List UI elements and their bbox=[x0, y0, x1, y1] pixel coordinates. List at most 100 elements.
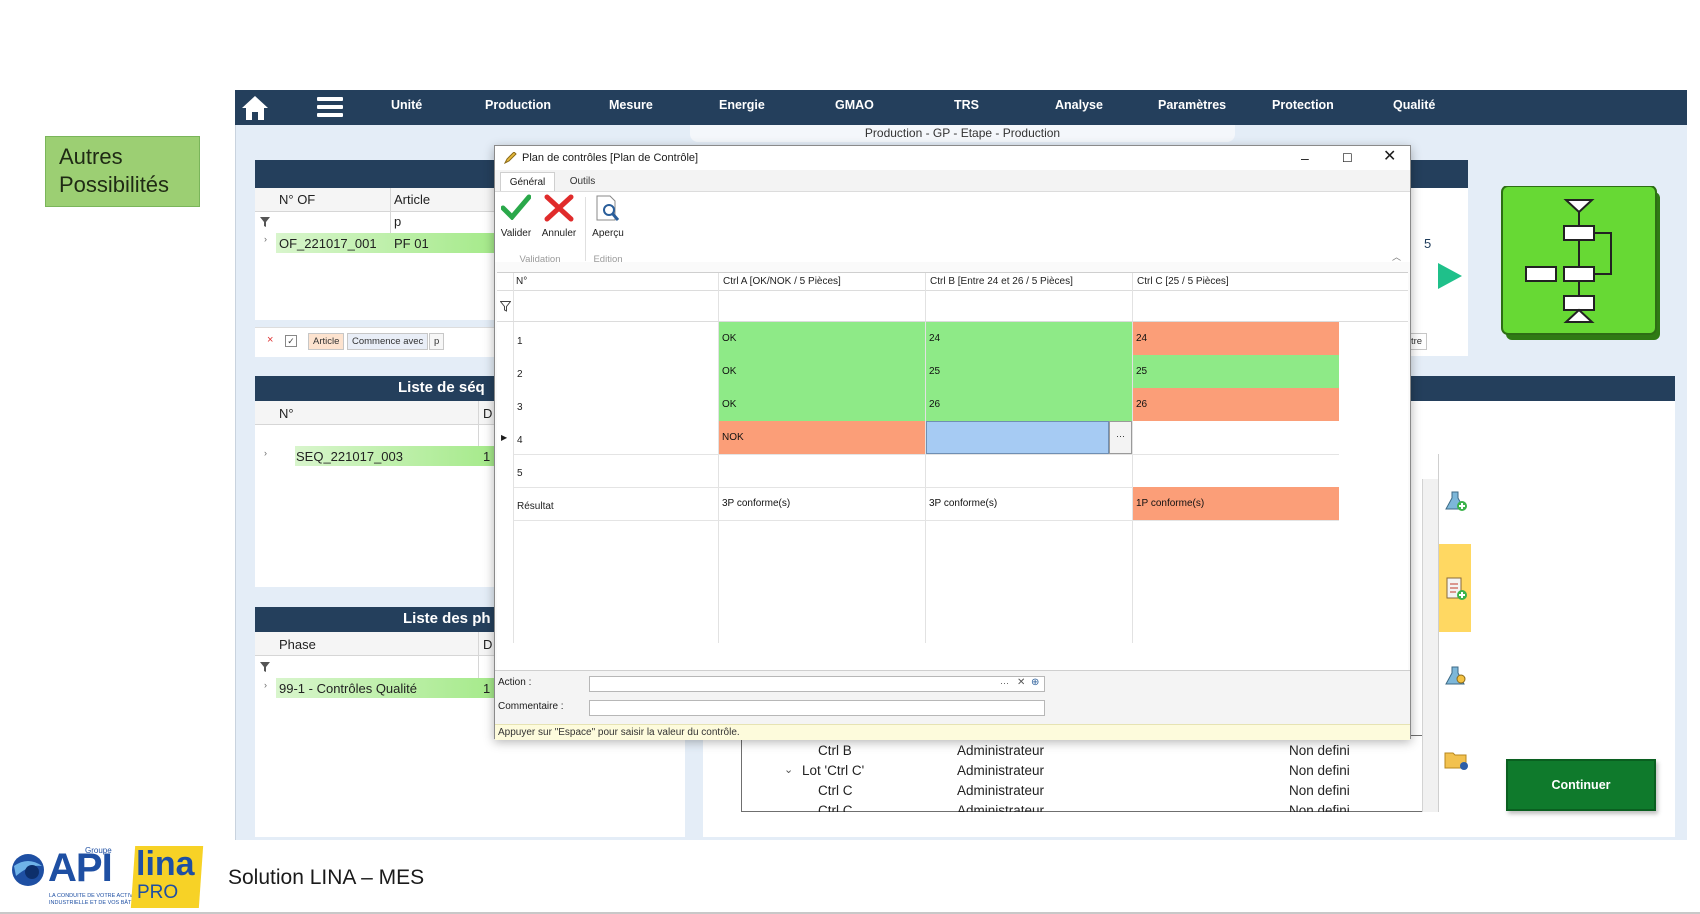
phase-filter-icon[interactable] bbox=[260, 662, 270, 672]
row-number: 3 bbox=[517, 402, 523, 413]
nav-energie[interactable]: Energie bbox=[719, 98, 765, 112]
tree-row-user: Administrateur bbox=[957, 803, 1045, 812]
tree-row-status: Non defini bbox=[1289, 763, 1350, 778]
cell-ctrl-a[interactable]: OK bbox=[719, 322, 925, 355]
cell-editor-ellipsis-button[interactable]: ··· bbox=[1109, 421, 1132, 454]
logo-api-text: API bbox=[48, 846, 113, 890]
col-header-ctrl-c[interactable]: Ctrl C [25 / 5 Pièces] bbox=[1137, 276, 1229, 287]
menu-icon[interactable] bbox=[317, 97, 343, 117]
workflow-icon[interactable] bbox=[1500, 186, 1666, 346]
of-row-number: OF_221017_001 bbox=[279, 236, 377, 251]
filter-chip-operator[interactable]: Commence avec bbox=[347, 333, 429, 350]
tree-row[interactable]: Ctrl C Administrateur Non defini bbox=[818, 781, 1468, 801]
action-ellipsis-icon[interactable]: ··· bbox=[1000, 678, 1009, 688]
tree-scrollbar[interactable] bbox=[1422, 479, 1438, 812]
apercu-button[interactable]: Aperçu bbox=[592, 228, 624, 239]
current-row-indicator-icon: ▶ bbox=[501, 433, 508, 442]
row-number: 4 bbox=[517, 435, 523, 446]
tree-row-user: Administrateur bbox=[957, 763, 1045, 778]
nav-trs[interactable]: TRS bbox=[954, 98, 979, 112]
nav-parametres[interactable]: Paramètres bbox=[1158, 98, 1227, 112]
breadcrumb: Production - GP - Etape - Production bbox=[690, 125, 1235, 142]
filter-icon[interactable] bbox=[260, 217, 270, 227]
nav-production[interactable]: Production bbox=[485, 98, 551, 112]
folder-edit-icon[interactable] bbox=[1444, 749, 1470, 771]
logo-lina: lina bbox=[136, 845, 195, 883]
seq-panel-title: Liste de séq bbox=[398, 379, 485, 396]
tree-row[interactable]: Ctrl B Administrateur Non defini bbox=[818, 741, 1468, 761]
seq-col-n: N° bbox=[279, 406, 294, 421]
group-edition: Edition bbox=[593, 254, 623, 265]
pencil-icon bbox=[504, 152, 517, 164]
action-field[interactable]: ··· ✕ ⊕ bbox=[589, 676, 1045, 692]
cell-ctrl-a[interactable]: NOK bbox=[719, 421, 925, 454]
phase-row[interactable] bbox=[276, 678, 496, 698]
continuer-button[interactable]: Continuer bbox=[1506, 759, 1656, 811]
col-header-ctrl-b[interactable]: Ctrl B [Entre 24 et 26 / 5 Pièces] bbox=[930, 276, 1073, 287]
collapse-ribbon-icon[interactable]: ︿ bbox=[1392, 252, 1402, 262]
play-next-icon[interactable] bbox=[1438, 263, 1462, 289]
check-icon bbox=[501, 194, 531, 220]
valider-button[interactable]: Valider bbox=[500, 228, 532, 239]
cell-ctrl-b-editing[interactable] bbox=[926, 421, 1109, 454]
hint-bar: Appuyer sur "Espace" pour saisir la vale… bbox=[495, 724, 1410, 740]
nav-gmao[interactable]: GMAO bbox=[835, 98, 874, 112]
col-header-n[interactable]: N° bbox=[516, 276, 528, 287]
col-header-ctrl-a[interactable]: Ctrl A [OK/NOK / 5 Pièces] bbox=[723, 276, 841, 287]
cell-ctrl-a[interactable]: OK bbox=[719, 355, 925, 388]
filter-chip-value[interactable]: p bbox=[429, 333, 445, 350]
nav-qualite[interactable]: Qualité bbox=[1393, 98, 1436, 112]
api-globe-logo bbox=[12, 854, 44, 886]
cell-ctrl-b[interactable]: 24 bbox=[926, 322, 1132, 355]
action-go-icon[interactable]: ⊕ bbox=[1031, 677, 1040, 688]
cell-ctrl-b[interactable]: 25 bbox=[926, 355, 1132, 388]
commentaire-field[interactable] bbox=[589, 700, 1045, 716]
of-row[interactable] bbox=[276, 233, 496, 253]
cell-ctrl-c[interactable] bbox=[1133, 421, 1339, 454]
annuler-button[interactable]: Annuler bbox=[541, 228, 577, 239]
phase-row-expand-icon[interactable]: › bbox=[264, 680, 267, 690]
filter-enabled-checkbox[interactable]: ✓ bbox=[285, 335, 297, 347]
cell-ctrl-c[interactable]: 25 bbox=[1133, 355, 1339, 388]
add-checklist-icon[interactable] bbox=[1444, 574, 1468, 602]
cell-ctrl-c[interactable]: 24 bbox=[1133, 322, 1339, 355]
filter-chip-article[interactable]: Article bbox=[308, 333, 345, 350]
nav-analyse[interactable]: Analyse bbox=[1055, 98, 1103, 112]
nav-unite[interactable]: Unité bbox=[391, 98, 423, 112]
chevron-down-icon[interactable]: ⌄ bbox=[784, 764, 794, 776]
seq-row-number: SEQ_221017_003 bbox=[296, 449, 403, 464]
autres-possibilites-callout: Autres Possibilités bbox=[45, 136, 200, 207]
row-number: 1 bbox=[517, 336, 523, 347]
phase-row-d: 1 bbox=[483, 681, 491, 696]
tree-row[interactable]: ⌄ Lot 'Ctrl C' Administrateur Non defini bbox=[784, 761, 1468, 781]
result-ctrl-b: 3P conforme(s) bbox=[929, 498, 998, 509]
nav-mesure[interactable]: Mesure bbox=[609, 98, 653, 112]
seq-row-expand-icon[interactable]: › bbox=[264, 448, 267, 458]
tree-row[interactable]: Ctrl C Administrateur Non defini bbox=[818, 801, 1468, 812]
cell-ctrl-a[interactable]: OK bbox=[719, 388, 925, 421]
footer-title: Solution LINA – MES bbox=[228, 866, 425, 889]
maximize-icon[interactable]: ☐ bbox=[1342, 151, 1353, 165]
logo-api-groupe: Groupe bbox=[85, 846, 112, 855]
result-ctrl-a: 3P conforme(s) bbox=[722, 498, 791, 509]
home-icon[interactable] bbox=[240, 93, 270, 123]
row-number: 2 bbox=[517, 369, 523, 380]
action-clear-icon[interactable]: ✕ bbox=[1017, 677, 1026, 688]
tab-outils[interactable]: Outils bbox=[569, 176, 596, 187]
filter-article-value[interactable]: p bbox=[394, 214, 402, 229]
clear-filter-icon[interactable]: × bbox=[267, 334, 274, 346]
add-flask-icon[interactable] bbox=[1444, 489, 1468, 513]
cell-ctrl-c[interactable]: 26 bbox=[1133, 388, 1339, 421]
seq-row[interactable] bbox=[295, 446, 495, 466]
tree-row-status: Non defini bbox=[1289, 803, 1350, 812]
seq-col-d: D bbox=[483, 406, 493, 421]
minimize-icon[interactable]: – bbox=[1301, 150, 1309, 166]
cell-ctrl-b[interactable]: 26 bbox=[926, 388, 1132, 421]
callout-line1: Autres bbox=[59, 144, 123, 169]
row-expand-icon[interactable]: › bbox=[264, 234, 267, 244]
nav-protection[interactable]: Protection bbox=[1272, 98, 1334, 112]
flask-search-icon[interactable] bbox=[1444, 664, 1468, 688]
grid-filter-icon[interactable] bbox=[500, 301, 511, 312]
close-icon[interactable]: ✕ bbox=[1383, 148, 1397, 165]
tab-general[interactable]: Général bbox=[500, 172, 555, 192]
